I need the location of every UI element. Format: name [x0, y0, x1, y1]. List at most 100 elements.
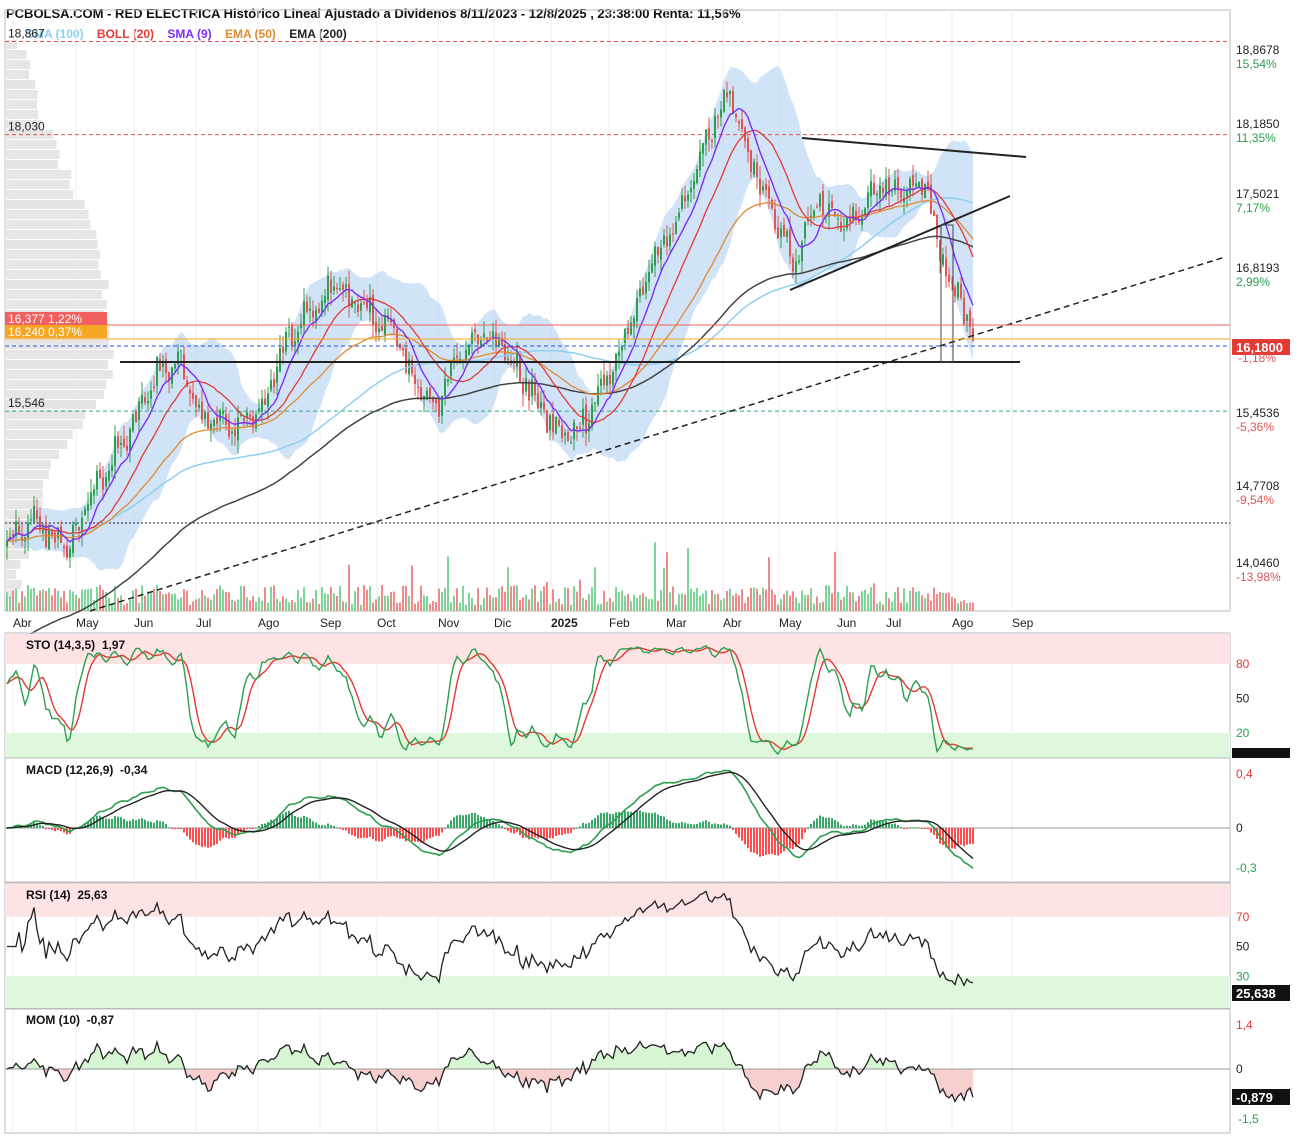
macd-histogram-bar	[60, 828, 62, 832]
macd-histogram-bar	[837, 821, 839, 828]
volume-bar	[309, 602, 311, 611]
candle-body	[729, 90, 731, 95]
macd-histogram-bar	[444, 827, 446, 829]
candle-body	[195, 395, 197, 408]
candle-body	[186, 380, 188, 387]
candle-body	[540, 401, 542, 408]
candle-body	[312, 310, 314, 318]
volume-bar	[327, 594, 329, 611]
volume-bar	[456, 588, 458, 611]
volume-bar	[699, 595, 701, 611]
macd-histogram-bar	[138, 818, 140, 828]
volume-bar	[591, 587, 593, 611]
volume-profile-bar	[5, 350, 114, 359]
macd-histogram-bar	[468, 814, 470, 828]
candle-body	[69, 548, 71, 558]
candle-body	[366, 301, 368, 309]
candle-body	[669, 234, 671, 247]
macd-histogram-bar	[240, 828, 242, 832]
candle-body	[705, 129, 707, 145]
rsi-label: RSI (14) 25,63	[26, 888, 107, 902]
macd-histogram-bar	[606, 812, 608, 828]
volume-bar	[783, 594, 785, 611]
volume-bar	[243, 585, 245, 611]
macd-histogram-bar	[426, 828, 428, 840]
macd-histogram-bar	[363, 828, 365, 838]
volume-bar	[414, 603, 416, 611]
volume-profile-bar	[5, 440, 68, 449]
candle-body	[831, 201, 833, 209]
macd-histogram-bar	[414, 828, 416, 842]
macd-histogram-bar	[261, 823, 263, 828]
volume-bar	[402, 585, 404, 611]
macd-histogram-bar	[795, 828, 797, 848]
macd-histogram-bar	[972, 828, 974, 844]
macd-histogram-bar	[435, 828, 437, 836]
volume-bar	[744, 602, 746, 611]
candle-body	[564, 432, 566, 436]
candle-body	[651, 263, 653, 273]
macd-histogram-bar	[636, 811, 638, 828]
candle-body	[720, 109, 722, 118]
x-tick-label: 2025	[551, 616, 578, 630]
macd-histogram-bar	[567, 828, 569, 834]
macd-histogram-bar	[381, 828, 383, 842]
macd-histogram-bar	[114, 816, 116, 828]
macd-histogram-bar	[147, 821, 149, 828]
volume-bar	[519, 599, 521, 611]
candle-body	[768, 186, 770, 199]
volume-bar	[816, 596, 818, 611]
volume-bar	[960, 601, 962, 611]
volume-profile-bar	[5, 140, 57, 149]
volume-bar	[168, 592, 170, 611]
candle-body	[273, 378, 275, 388]
volume-profile-bar	[5, 420, 83, 429]
macd-histogram-bar	[957, 828, 959, 846]
macd-histogram-bar	[405, 828, 407, 842]
candle-body	[657, 246, 659, 256]
candle-body	[963, 297, 965, 324]
candle-body	[942, 254, 944, 265]
macd-histogram-bar	[231, 828, 233, 838]
legend-sma9: SMA (9)	[167, 27, 212, 41]
macd-histogram-bar	[645, 812, 647, 828]
candle-body	[414, 375, 416, 384]
macd-histogram-bar	[222, 828, 224, 839]
candle-body	[579, 427, 581, 430]
volume-profile-bar	[5, 100, 37, 109]
macd-histogram-bar	[447, 824, 449, 828]
candle-body	[561, 425, 563, 438]
volume-bar	[258, 597, 260, 611]
candle-body	[801, 242, 803, 262]
x-tick-label: Jul	[886, 616, 901, 630]
volume-bar	[150, 592, 152, 611]
candle-body	[126, 445, 128, 451]
volume-bar	[324, 593, 326, 611]
volume-bar	[294, 602, 296, 611]
macd-histogram-bar	[552, 828, 554, 839]
volume-bar	[771, 589, 773, 611]
candle-body	[708, 128, 710, 140]
volume-bar	[747, 596, 749, 611]
candle-body	[906, 190, 908, 197]
volume-bar	[432, 601, 434, 611]
volume-bar	[9, 596, 11, 611]
volume-bar	[846, 586, 848, 611]
candle-body	[210, 423, 212, 431]
volume-bar	[189, 604, 191, 611]
macd-histogram-bar	[696, 823, 698, 828]
macd-histogram-bar	[306, 817, 308, 828]
macd-histogram-bar	[621, 811, 623, 828]
macd-histogram-bar	[813, 820, 815, 828]
candle-body	[951, 282, 953, 284]
macd-histogram-bar	[429, 828, 431, 839]
volume-bar	[249, 600, 251, 611]
volume-profile-bar	[5, 560, 21, 569]
volume-bar	[648, 599, 650, 611]
candle-body	[834, 212, 836, 217]
candle-body	[501, 337, 503, 346]
last-price-pct: -1,18%	[1238, 351, 1276, 365]
volume-bar	[42, 589, 44, 611]
candle-body	[63, 546, 65, 549]
candle-body	[402, 348, 404, 350]
